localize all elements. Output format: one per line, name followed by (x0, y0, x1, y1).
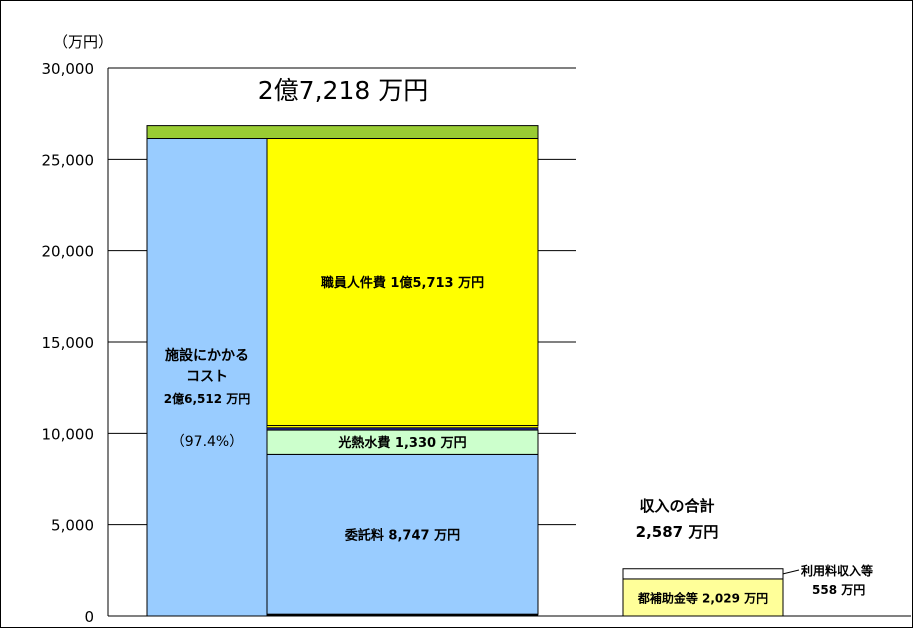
y-tick-label: 10,000 (42, 425, 95, 443)
cost-segment-label: 光熱水費 1,330 万円 (337, 435, 466, 451)
cost-segment-label: 職員人件費 1億5,713 万円 (321, 275, 484, 291)
cost-segment (266, 138, 539, 427)
y-unit-label: （万円） (53, 33, 113, 51)
cost-segment (266, 429, 539, 455)
cost-segment (266, 427, 539, 431)
facility-cost-bar (146, 131, 268, 617)
subsidy-label: 都補助金等 2,029 万円 (637, 590, 768, 605)
income-segment (622, 568, 784, 580)
top-cost-segment (146, 125, 539, 140)
facility-cost-label-3: 2億6,512 万円 (164, 391, 251, 406)
income-segment (622, 578, 784, 617)
facility-cost-label-2: コスト (186, 369, 228, 385)
y-tick-label: 30,000 (42, 60, 95, 78)
facility-cost-label-1: 施設にかかる (165, 347, 249, 364)
y-tick-label: 5,000 (51, 517, 94, 535)
cost-segment (266, 453, 539, 615)
fee-value-label: 558 万円 (812, 583, 865, 597)
fee-leader-line (782, 569, 800, 575)
y-tick-label: 15,000 (42, 334, 95, 352)
total-label: 2億7,218 万円 (258, 76, 428, 105)
y-tick-label: 20,000 (42, 243, 95, 261)
total-label-bg (236, 69, 436, 107)
income-title: 収入の合計 (639, 497, 714, 515)
y-tick-label: 0 (84, 608, 94, 626)
fee-label: 利用料収入等 (801, 563, 873, 578)
y-tick-label: 25,000 (42, 151, 95, 169)
facility-cost-percent: （97.4%） (171, 434, 243, 450)
income-total: 2,587 万円 (636, 523, 719, 541)
cost-segment-label: 委託料 8,747 万円 (344, 527, 460, 543)
